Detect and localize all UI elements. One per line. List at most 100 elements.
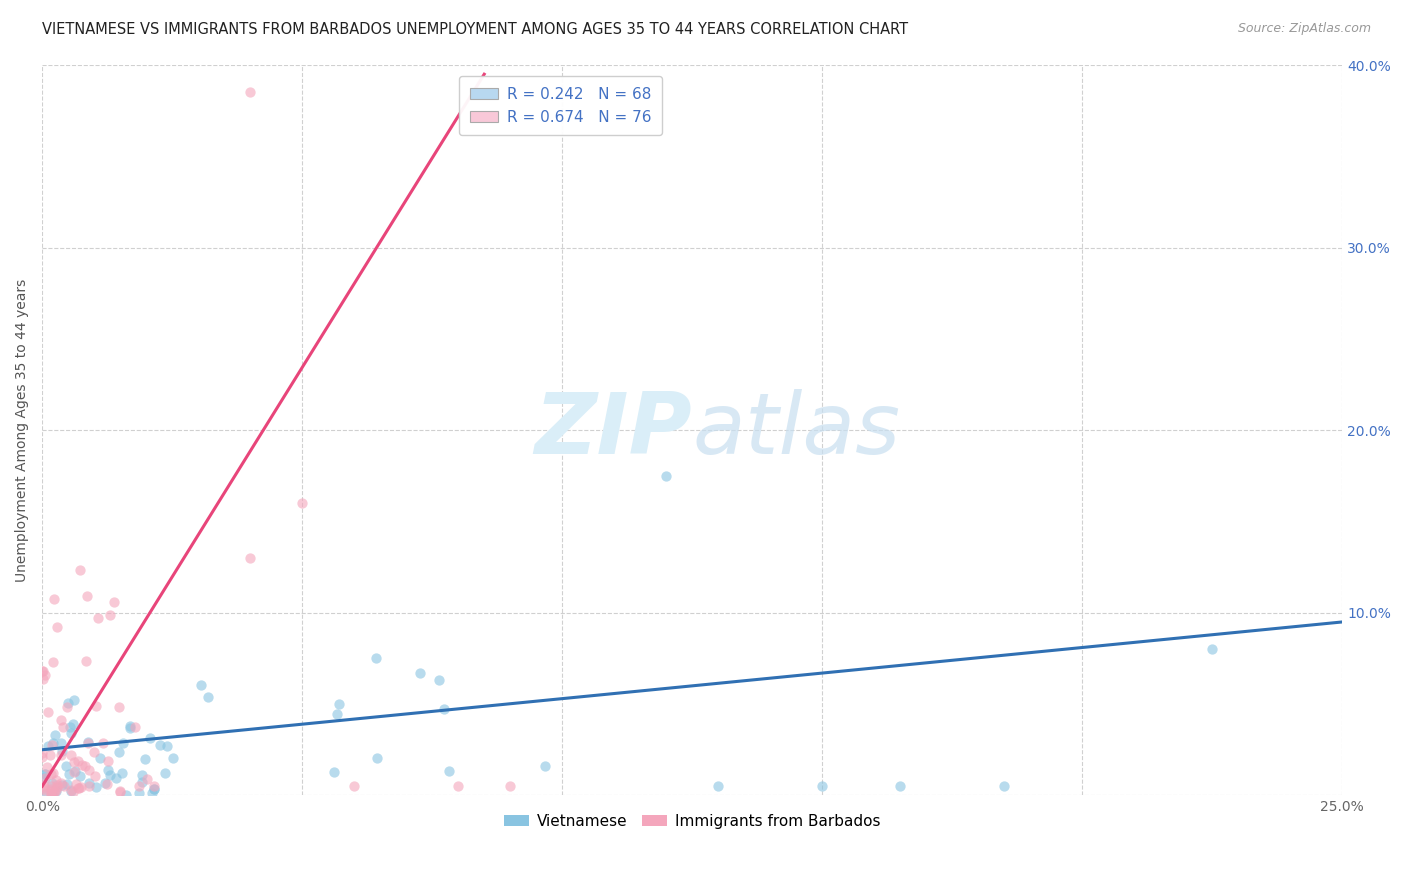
Point: [31, 664, 53, 678]
Point: [83, 745, 105, 759]
Point: [45, 783, 67, 797]
Point: [162, 750, 184, 764]
Point: [142, 782, 165, 797]
Point: [811, 779, 834, 793]
Point: [60, 784, 83, 798]
Point: [139, 731, 162, 745]
Point: [291, 496, 314, 510]
Point: [110, 783, 132, 797]
Point: [34, 787, 56, 801]
Point: [60, 783, 83, 797]
Point: [84, 769, 107, 783]
Point: [323, 764, 346, 779]
Point: [31, 746, 53, 760]
Point: [66, 781, 89, 796]
Point: [49, 747, 72, 762]
Point: [42, 656, 65, 670]
Point: [239, 86, 262, 100]
Point: [70, 758, 93, 772]
Point: [134, 751, 156, 765]
Point: [87, 611, 110, 625]
Point: [41, 775, 63, 789]
Point: [65, 776, 87, 790]
Point: [143, 779, 166, 793]
Point: [655, 469, 678, 483]
Point: [136, 772, 159, 786]
Point: [69, 769, 91, 783]
Point: [44, 773, 66, 788]
Point: [84, 780, 107, 794]
Point: [1201, 642, 1223, 657]
Point: [41, 738, 63, 752]
Point: [143, 782, 166, 797]
Point: [62, 785, 84, 799]
Point: [34, 779, 56, 793]
Point: [62, 764, 84, 779]
Point: [41, 767, 63, 781]
Point: [49, 713, 72, 727]
Point: [76, 590, 98, 604]
Point: [46, 620, 69, 634]
Point: [67, 781, 90, 796]
Point: [70, 780, 93, 794]
Point: [437, 764, 460, 779]
Point: [156, 739, 179, 754]
Point: [148, 738, 170, 752]
Point: [34, 772, 56, 786]
Point: [51, 778, 73, 792]
Point: [128, 779, 150, 793]
Point: [534, 759, 557, 773]
Point: [32, 783, 55, 797]
Point: [73, 759, 96, 773]
Point: [115, 788, 138, 802]
Point: [128, 785, 150, 799]
Point: [111, 766, 134, 780]
Point: [118, 719, 141, 733]
Point: [37, 739, 59, 753]
Point: [408, 666, 430, 681]
Point: [37, 706, 59, 720]
Point: [45, 782, 67, 797]
Point: [98, 768, 121, 782]
Point: [35, 760, 58, 774]
Point: [366, 650, 388, 665]
Point: [32, 771, 55, 785]
Point: [52, 720, 75, 734]
Point: [326, 706, 349, 721]
Point: [39, 782, 62, 797]
Point: [75, 655, 97, 669]
Point: [44, 728, 66, 742]
Point: [42, 736, 65, 750]
Point: [328, 698, 350, 712]
Point: [63, 756, 86, 770]
Point: [427, 673, 450, 687]
Point: [993, 779, 1015, 793]
Point: [69, 563, 91, 577]
Point: [62, 716, 84, 731]
Point: [51, 776, 73, 790]
Point: [108, 700, 131, 714]
Point: [433, 702, 456, 716]
Point: [197, 690, 219, 705]
Point: [44, 784, 66, 798]
Point: [39, 779, 62, 793]
Y-axis label: Unemployment Among Ages 35 to 44 years: Unemployment Among Ages 35 to 44 years: [15, 278, 30, 582]
Point: [77, 736, 100, 750]
Point: [100, 608, 122, 623]
Point: [60, 726, 83, 740]
Point: [38, 747, 60, 762]
Text: ZIP: ZIP: [534, 389, 692, 472]
Point: [89, 751, 111, 765]
Point: [190, 678, 212, 692]
Point: [104, 771, 127, 785]
Point: [91, 736, 114, 750]
Point: [67, 754, 90, 768]
Point: [56, 777, 79, 791]
Point: [46, 778, 69, 792]
Point: [77, 779, 100, 793]
Text: atlas: atlas: [692, 389, 900, 472]
Point: [77, 763, 100, 777]
Point: [97, 764, 120, 778]
Point: [131, 768, 153, 782]
Point: [86, 699, 108, 714]
